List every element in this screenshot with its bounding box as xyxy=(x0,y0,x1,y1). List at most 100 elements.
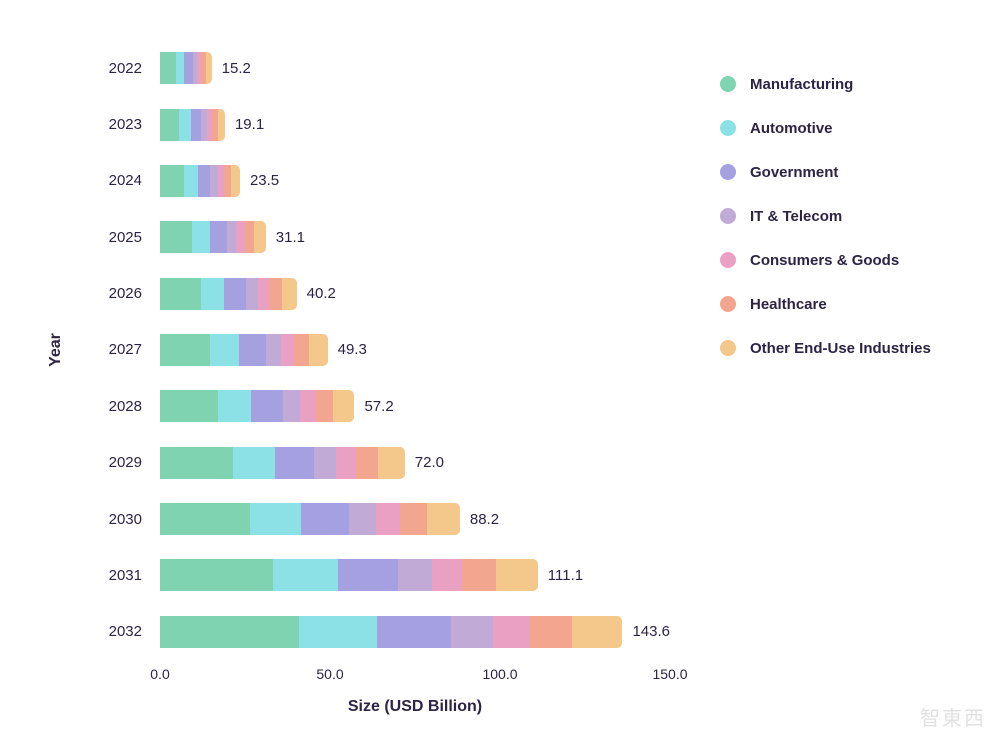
bar-segment xyxy=(349,503,376,535)
bar-total-label: 49.3 xyxy=(338,341,367,358)
bar-segment xyxy=(206,52,212,84)
bar-segment xyxy=(160,165,184,197)
stacked-bar xyxy=(160,221,266,253)
bar-row: 202423.5 xyxy=(160,153,670,209)
stacked-bar xyxy=(160,278,297,310)
bar-segment xyxy=(191,109,201,141)
y-tick-label: 2028 xyxy=(109,398,142,415)
y-tick-label: 2023 xyxy=(109,116,142,133)
bar-row: 202640.2 xyxy=(160,265,670,321)
bar-segment xyxy=(184,52,192,84)
bar-total-label: 57.2 xyxy=(364,398,393,415)
bar-segment xyxy=(201,278,224,310)
bar-segment xyxy=(398,559,432,591)
bar-segment xyxy=(210,221,227,253)
legend-label: Manufacturing xyxy=(750,76,853,93)
legend-swatch xyxy=(720,340,736,356)
bar-segment xyxy=(160,278,201,310)
legend-item: Manufacturing xyxy=(720,62,980,106)
bar-segment xyxy=(239,334,266,366)
watermark: 智東西 xyxy=(920,702,986,731)
bar-segment xyxy=(333,390,354,422)
bar-row: 2031111.1 xyxy=(160,547,670,603)
bar-segment xyxy=(160,616,299,648)
bar-segment xyxy=(316,390,334,422)
bar-segment xyxy=(451,616,493,648)
legend-item: Consumers & Goods xyxy=(720,238,980,282)
bar-segment xyxy=(246,278,258,310)
bar-segment xyxy=(224,278,246,310)
stacked-bar xyxy=(160,165,240,197)
bar-segment xyxy=(160,503,250,535)
stacked-bar xyxy=(160,559,538,591)
y-tick-label: 2027 xyxy=(109,341,142,358)
bar-row: 202531.1 xyxy=(160,209,670,265)
bar-segment xyxy=(314,447,336,479)
legend-item: Government xyxy=(720,150,980,194)
bar-segment xyxy=(432,559,462,591)
legend-item: IT & Telecom xyxy=(720,194,980,238)
bar-segment xyxy=(245,221,255,253)
bar-segment xyxy=(282,278,297,310)
bar-segment xyxy=(427,503,460,535)
bar-total-label: 88.2 xyxy=(470,511,499,528)
bar-segment xyxy=(210,165,217,197)
bar-segment xyxy=(493,616,530,648)
bar-segment xyxy=(233,447,275,479)
bar-segment xyxy=(300,390,316,422)
bar-segment xyxy=(176,52,185,84)
x-tick-label: 150.0 xyxy=(652,666,687,682)
bar-total-label: 15.2 xyxy=(222,60,251,77)
bar-row: 202972.0 xyxy=(160,435,670,491)
bar-row: 202857.2 xyxy=(160,378,670,434)
stacked-bar xyxy=(160,447,405,479)
bar-total-label: 31.1 xyxy=(276,229,305,246)
bar-segment xyxy=(210,334,238,366)
bar-row: 202749.3 xyxy=(160,322,670,378)
bar-segment xyxy=(299,616,378,648)
bar-segment xyxy=(338,559,398,591)
bar-segment xyxy=(530,616,572,648)
legend-label: Automotive xyxy=(750,120,833,137)
legend: Manufacturing Automotive Government IT & Te… xyxy=(720,62,980,370)
x-tick-label: 0.0 xyxy=(150,666,169,682)
legend-label: Government xyxy=(750,164,838,181)
bar-total-label: 143.6 xyxy=(632,623,670,640)
bar-segment xyxy=(258,278,269,310)
x-axis-title: Size (USD Billion) xyxy=(160,698,670,716)
bar-total-label: 19.1 xyxy=(235,116,264,133)
legend-label: Healthcare xyxy=(750,296,827,313)
bar-segment xyxy=(336,447,356,479)
plot-area: 202215.2202319.1202423.5202531.1202640.2… xyxy=(160,40,670,660)
bar-segment xyxy=(377,616,451,648)
bar-segment xyxy=(227,221,237,253)
bar-segment xyxy=(309,334,327,366)
bar-segment xyxy=(281,334,294,366)
legend-swatch xyxy=(720,120,736,136)
bar-segment xyxy=(231,165,240,197)
bar-segment xyxy=(378,447,405,479)
y-tick-label: 2030 xyxy=(109,511,142,528)
bar-segment xyxy=(275,447,314,479)
bar-row: 203088.2 xyxy=(160,491,670,547)
bar-segment xyxy=(301,503,349,535)
stacked-bar xyxy=(160,109,225,141)
bar-segment xyxy=(160,559,273,591)
bar-row: 202319.1 xyxy=(160,96,670,152)
bar-segment xyxy=(198,165,211,197)
bar-segment xyxy=(160,221,192,253)
bar-row: 2032143.6 xyxy=(160,604,670,660)
bar-segment xyxy=(294,334,309,366)
bar-total-label: 23.5 xyxy=(250,172,279,189)
stacked-bar xyxy=(160,503,460,535)
y-tick-label: 2022 xyxy=(109,60,142,77)
bar-segment xyxy=(160,334,210,366)
bar-total-label: 111.1 xyxy=(548,567,583,584)
bar-total-label: 72.0 xyxy=(415,454,444,471)
y-axis-title: Year xyxy=(47,333,65,367)
bar-segment xyxy=(572,616,623,648)
y-tick-label: 2032 xyxy=(109,623,142,640)
legend-item: Other End-Use Industries xyxy=(720,326,980,370)
chart-container: Year 202215.2202319.1202423.5202531.1202… xyxy=(0,0,1000,737)
legend-swatch xyxy=(720,252,736,268)
